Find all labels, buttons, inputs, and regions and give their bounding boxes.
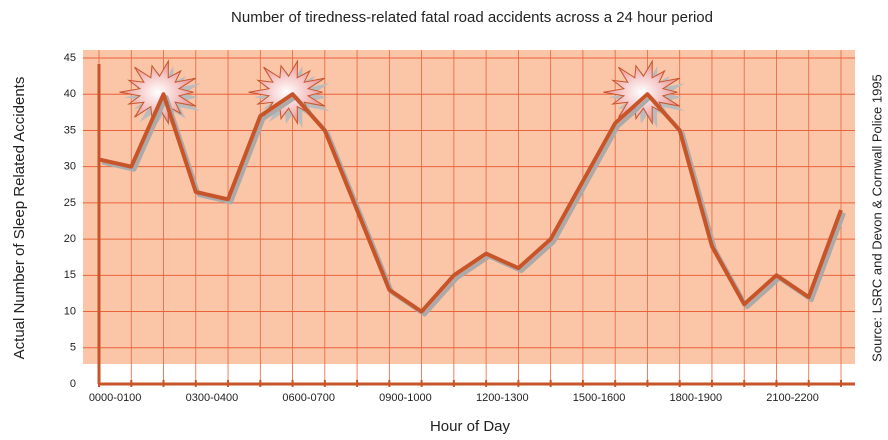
y-tick-label: 15 — [64, 269, 76, 281]
source-note: Source: LSRC and Devon & Cornwall Police… — [869, 74, 884, 362]
y-tick-label: 40 — [64, 88, 76, 100]
x-tick-label: 1200-1300 — [476, 392, 529, 404]
y-tick-label: 25 — [64, 197, 76, 209]
y-tick-label: 0 — [70, 378, 76, 390]
y-tick-label: 45 — [64, 52, 76, 64]
x-tick-label: 0600-0700 — [282, 392, 335, 404]
plot-background — [83, 50, 855, 364]
x-tick-label: 2100-2200 — [766, 392, 819, 404]
y-tick-label: 30 — [64, 161, 76, 173]
x-tick-label: 1800-1900 — [670, 392, 723, 404]
chart: Number of tiredness-related fatal road a… — [0, 0, 888, 440]
x-axis-title: Hour of Day — [430, 418, 511, 435]
y-tick-label: 5 — [70, 342, 76, 354]
x-tick-label: 1500-1600 — [573, 392, 626, 404]
x-tick-label: 0300-0400 — [186, 392, 239, 404]
y-axis-title: Actual Number of Sleep Related Accidents — [11, 77, 28, 360]
y-tick-label: 10 — [64, 305, 76, 317]
x-tick-label: 0900-1000 — [379, 392, 432, 404]
x-tick-label: 0000-0100 — [89, 392, 142, 404]
y-tick-label: 20 — [64, 233, 76, 245]
chart-title: Number of tiredness-related fatal road a… — [231, 9, 713, 26]
y-tick-label: 35 — [64, 124, 76, 136]
